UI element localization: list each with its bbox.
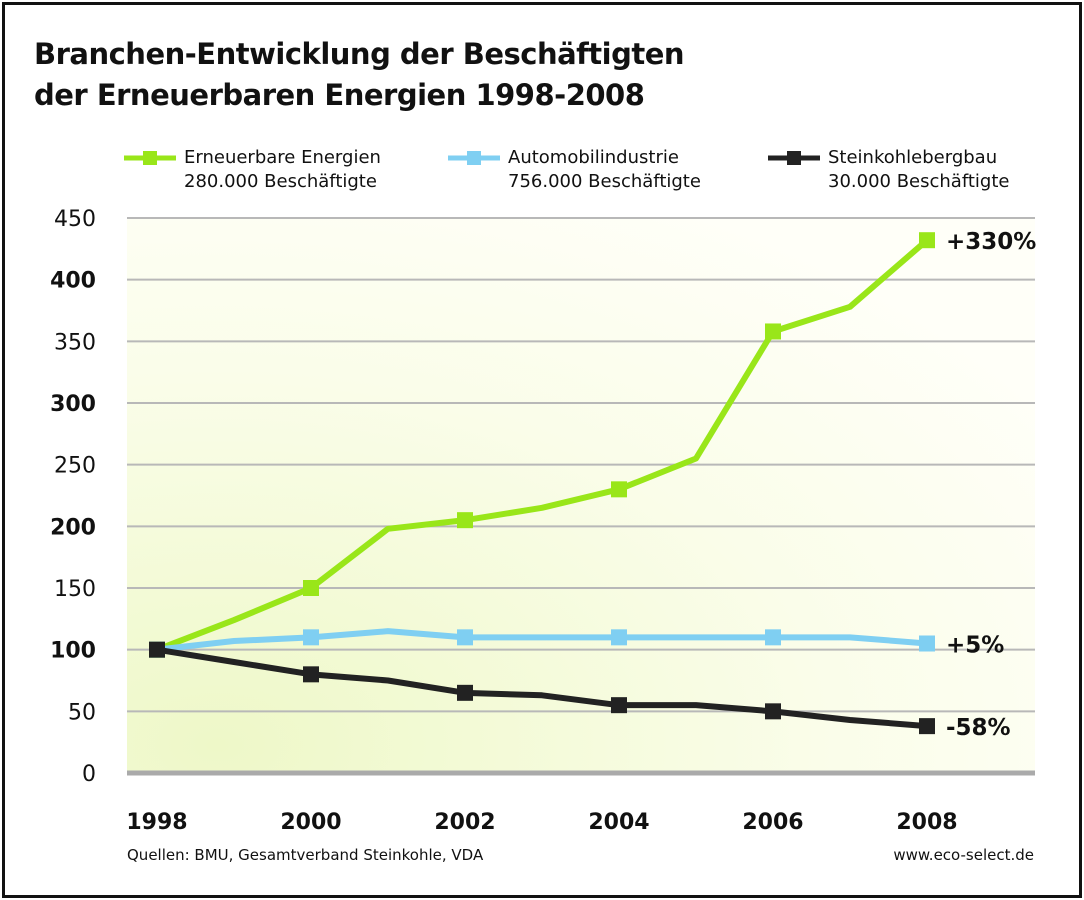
legend-label: Automobilindustrie bbox=[508, 147, 679, 168]
series-line bbox=[156, 628, 928, 653]
y-tick-label: 450 bbox=[54, 207, 96, 232]
data-point bbox=[611, 629, 627, 646]
x-tick-label: 2008 bbox=[896, 810, 957, 835]
legend-label: Erneuerbare Energien bbox=[184, 147, 381, 168]
y-tick-label: 300 bbox=[50, 392, 96, 417]
y-tick-label: 350 bbox=[54, 330, 96, 355]
x-tick-label: 2006 bbox=[742, 810, 803, 835]
x-tick-label: 2000 bbox=[280, 810, 341, 835]
y-tick-label: 250 bbox=[54, 454, 96, 479]
data-point bbox=[611, 481, 627, 498]
y-tick-label: 0 bbox=[82, 762, 96, 787]
end-label: +330% bbox=[946, 229, 1036, 255]
y-tick-label: 150 bbox=[54, 577, 96, 602]
data-point bbox=[919, 718, 935, 735]
chart-title: Branchen-Entwicklung der Beschäftigten d… bbox=[34, 34, 685, 116]
data-point bbox=[611, 697, 627, 714]
legend-sub: 30.000 Beschäftigte bbox=[828, 171, 1010, 192]
data-point bbox=[303, 580, 319, 596]
data-point bbox=[457, 684, 473, 701]
data-point bbox=[765, 703, 781, 720]
data-point bbox=[919, 635, 935, 652]
x-tick-label: 2002 bbox=[434, 810, 495, 835]
series-line bbox=[156, 646, 928, 730]
legend-marker-green bbox=[124, 151, 176, 165]
title-line-1: Branchen-Entwicklung der Beschäftigten bbox=[34, 37, 685, 71]
data-point bbox=[457, 512, 473, 529]
y-tick-label: 400 bbox=[50, 269, 96, 294]
data-point bbox=[303, 629, 319, 646]
y-tick-label: 100 bbox=[50, 639, 96, 664]
data-point bbox=[919, 232, 935, 249]
data-point bbox=[765, 323, 781, 340]
y-tick-label: 200 bbox=[50, 515, 96, 540]
x-tick-label: 1998 bbox=[126, 810, 187, 835]
legend-marker-blue bbox=[448, 151, 500, 165]
legend-label: Steinkohlebergbau bbox=[828, 147, 998, 168]
data-point bbox=[457, 629, 473, 646]
title-line-2: der Erneuerbaren Energien 1998-2008 bbox=[34, 78, 645, 112]
website-link[interactable]: www.eco-select.de bbox=[893, 846, 1034, 864]
legend-sub: 756.000 Beschäftigte bbox=[508, 171, 701, 192]
series-line bbox=[155, 237, 929, 653]
y-tick-label: 50 bbox=[68, 700, 96, 725]
end-label: +5% bbox=[946, 633, 1004, 659]
data-point bbox=[149, 641, 165, 658]
data-point bbox=[303, 666, 319, 683]
source-note: Quellen: BMU, Gesamtverband Steinkohle, … bbox=[127, 846, 484, 864]
end-label: -58% bbox=[946, 715, 1011, 741]
x-tick-label: 2004 bbox=[588, 810, 649, 835]
legend-marker-black bbox=[768, 151, 820, 165]
data-point bbox=[765, 629, 781, 646]
legend-sub: 280.000 Beschäftigte bbox=[184, 171, 377, 192]
